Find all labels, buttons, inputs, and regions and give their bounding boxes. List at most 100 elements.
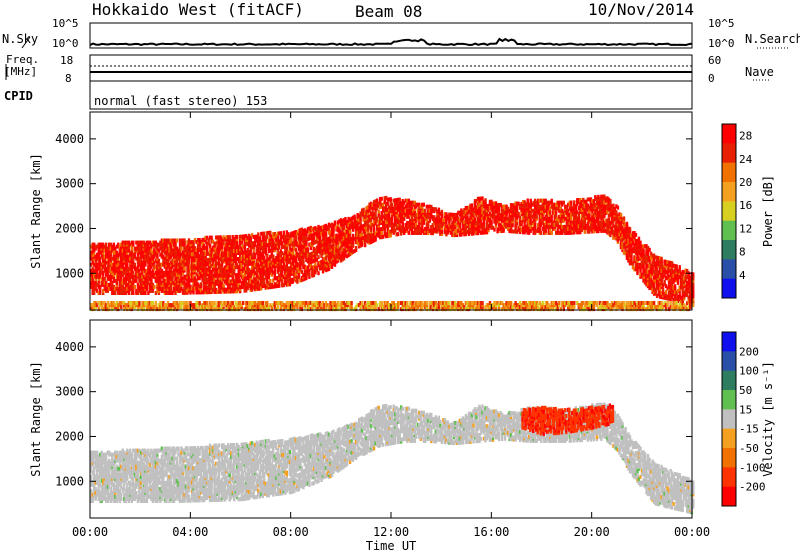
range-gate-cell <box>243 266 246 271</box>
range-gate-cell <box>466 205 469 210</box>
range-gate-cell <box>311 255 314 260</box>
range-gate-cell <box>633 255 636 260</box>
range-gate-cell <box>592 203 596 208</box>
range-gate-cell <box>470 229 474 234</box>
range-gate-cell <box>257 256 260 261</box>
range-gate-cell <box>183 276 186 281</box>
range-gate-cell <box>481 210 484 215</box>
range-gate-cell <box>309 260 313 265</box>
range-gate-cell <box>249 259 252 264</box>
range-gate-cell <box>181 276 185 281</box>
range-gate-cell <box>157 248 161 253</box>
range-gate-cell <box>138 256 141 261</box>
range-gate-cell <box>287 238 290 243</box>
range-gate-cell <box>210 263 213 268</box>
range-gate-cell <box>135 288 138 293</box>
range-gate-cell <box>418 206 421 211</box>
range-gate-cell <box>637 240 641 245</box>
range-gate-cell <box>287 254 290 259</box>
range-gate-cell <box>106 282 109 287</box>
range-gate-cell <box>380 196 383 201</box>
range-gate-cell <box>102 270 105 275</box>
range-gate-cell <box>99 256 102 261</box>
range-gate-cell <box>609 202 612 207</box>
range-gate-cell <box>586 197 589 202</box>
range-gate-cell <box>455 214 459 219</box>
range-gate-cell <box>487 218 490 223</box>
range-gate-cell <box>154 252 158 257</box>
range-gate-cell <box>211 253 215 258</box>
range-gate-cell <box>196 258 200 263</box>
range-gate-cell <box>168 291 171 295</box>
range-gate-cell <box>466 207 469 212</box>
range-gate-cell <box>416 208 419 213</box>
range-gate-cell <box>261 264 264 268</box>
range-gate-cell <box>227 283 230 288</box>
range-gate-cell <box>211 247 215 252</box>
range-gate-cell <box>347 235 350 239</box>
range-gate-cell <box>96 252 99 257</box>
range-gate-cell <box>245 254 248 259</box>
range-gate-cell <box>360 236 364 241</box>
range-gate-cell <box>123 258 126 263</box>
range-gate-cell <box>162 270 165 275</box>
range-gate-cell <box>279 277 282 282</box>
range-gate-cell <box>544 224 547 229</box>
range-gate-cell <box>503 204 507 209</box>
range-gate-cell <box>421 202 424 207</box>
range-gate-cell <box>473 227 477 232</box>
range-gate-cell <box>145 258 149 263</box>
range-gate-cell <box>386 207 389 212</box>
range-gate-cell <box>246 260 249 265</box>
range-gate-cell <box>195 266 198 271</box>
range-gate-cell <box>464 222 468 227</box>
range-gate-cell <box>595 196 599 201</box>
range-gate-cell <box>189 278 192 283</box>
range-gate-cell <box>631 265 635 270</box>
range-gate-cell <box>573 214 576 219</box>
range-gate-cell <box>327 236 331 241</box>
range-gate-cell <box>430 231 433 236</box>
range-gate-cell <box>467 205 471 210</box>
range-gate-cell <box>141 260 144 265</box>
range-gate-cell <box>333 234 337 239</box>
range-gate-cell <box>469 223 472 228</box>
range-gate-cell <box>630 251 633 256</box>
range-gate-cell <box>217 271 221 276</box>
range-gate-cell <box>192 252 195 257</box>
range-gate-cell <box>251 265 254 270</box>
range-gate-cell <box>207 282 210 287</box>
range-gate-cell <box>205 251 209 256</box>
range-gate-cell <box>374 217 377 222</box>
range-gate-cell <box>169 272 173 277</box>
range-gate-cell <box>214 287 218 292</box>
range-gate-cell <box>342 224 346 229</box>
range-gate-cell <box>409 200 412 205</box>
range-gate-cell <box>306 257 310 262</box>
range-gate-cell <box>222 289 225 294</box>
range-gate-cell <box>219 253 222 258</box>
range-gate-cell <box>639 252 642 257</box>
range-gate-cell <box>315 249 319 254</box>
range-gate-cell <box>219 283 222 288</box>
range-gate-cell <box>613 229 617 234</box>
range-gate-cell <box>192 284 195 289</box>
range-gate-cell <box>118 268 121 273</box>
range-gate-cell <box>621 248 624 252</box>
range-gate-cell <box>603 214 606 219</box>
range-gate-cell <box>571 226 574 231</box>
range-gate-cell <box>473 209 477 214</box>
range-gate-cell <box>478 196 481 201</box>
range-gate-cell <box>382 214 385 219</box>
range-gate-cell <box>90 256 93 261</box>
range-gate-cell <box>127 291 130 295</box>
range-gate-cell <box>320 264 323 268</box>
range-gate-cell <box>178 266 182 271</box>
range-gate-cell <box>118 260 121 265</box>
range-gate-cell <box>151 254 155 259</box>
range-gate-cell <box>606 196 609 201</box>
range-gate-cell <box>636 238 639 243</box>
range-gate-cell <box>359 217 362 222</box>
range-gate-cell <box>296 275 299 280</box>
